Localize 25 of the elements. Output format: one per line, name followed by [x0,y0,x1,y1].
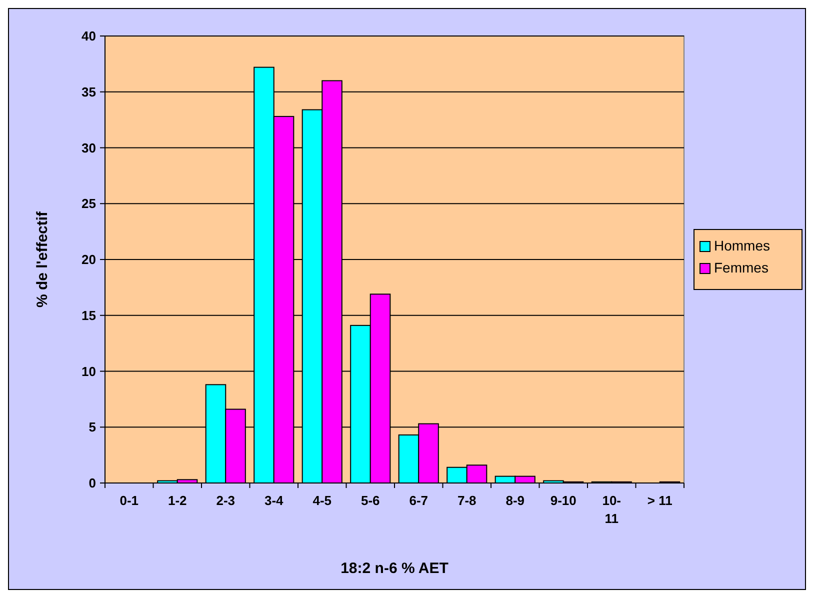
x-tick-label: 1-2 [168,493,187,508]
x-tick-label: 4-5 [312,493,332,508]
legend-label: Femmes [714,260,768,276]
x-tick-label: 0-1 [120,493,139,508]
legend-label: Hommes [714,238,770,254]
y-tick-label: 0 [88,476,96,491]
x-tick-label: > 11 [647,493,672,508]
x-tick-label: 7-8 [457,493,476,508]
x-tick-label: 6-7 [409,493,428,508]
y-tick-label: 10 [82,364,96,379]
x-tick-label: 5-6 [360,493,380,508]
y-tick-label: 40 [82,28,96,44]
x-tick-label: 3-4 [264,493,284,508]
x-tick-label: 9-10 [550,493,576,508]
x-axis-title: 18:2 n-6 % AET [340,560,448,577]
y-tick-label: 30 [82,140,96,156]
y-tick-label: 15 [82,308,96,323]
x-tick-label: 10-11 [602,493,622,526]
y-tick-label: 25 [82,196,96,212]
y-tick-label: 5 [88,420,96,435]
y-tick-label: 20 [82,252,96,268]
y-tick-label: 35 [82,84,96,100]
y-axis-title: % de l'effectif [34,210,51,308]
x-tick-label: 8-9 [506,493,525,508]
x-tick-label: 2-3 [216,493,236,508]
